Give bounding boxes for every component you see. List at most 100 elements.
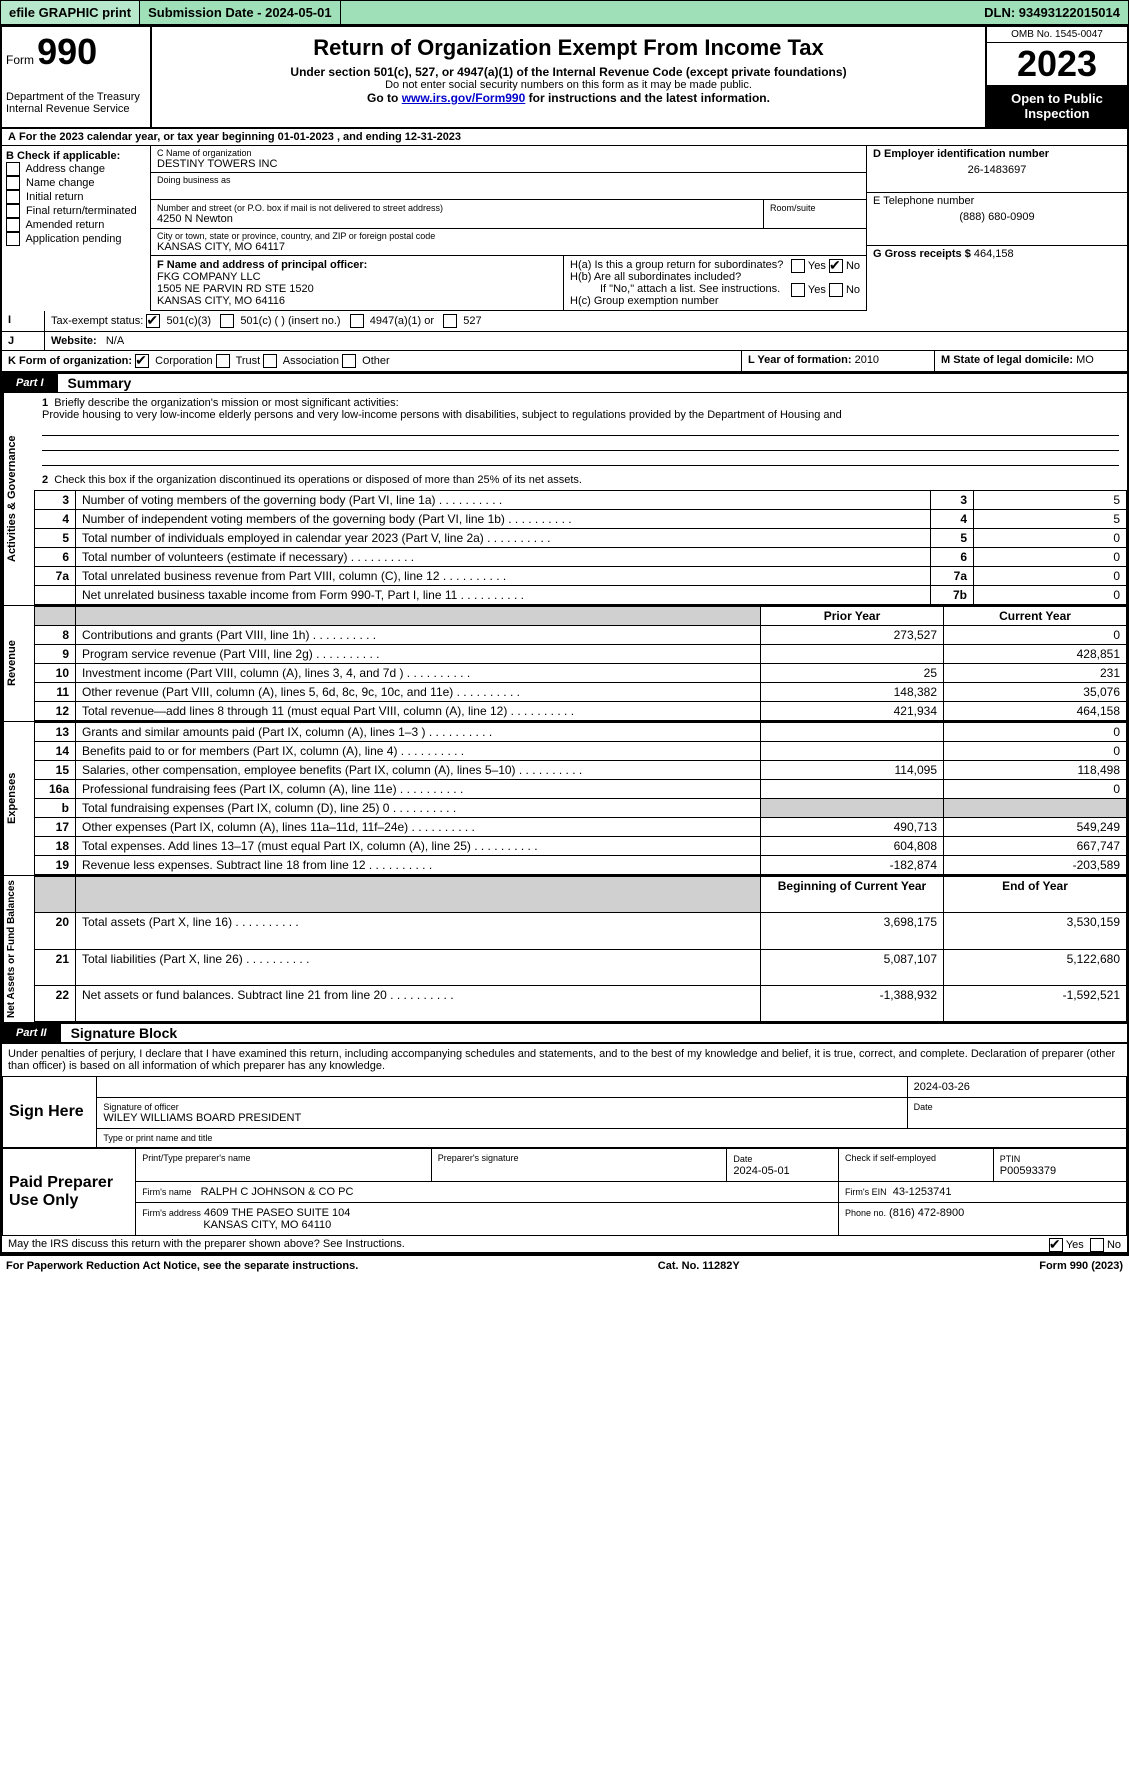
527-check[interactable] [443,314,457,328]
table-row: Net unrelated business taxable income fr… [35,586,1127,605]
side-activities: Activities & Governance [2,393,34,605]
part1-tab: Part I [2,374,58,392]
boxb-item[interactable]: Final return/terminated [6,204,146,218]
boxb-item[interactable]: Name change [6,176,146,190]
domicile-label: M State of legal domicile: [941,354,1073,366]
l1-label: Briefly describe the organization's miss… [54,397,398,409]
street-label: Number and street (or P.O. box if mail i… [157,203,757,213]
revenue-block: Revenue Prior YearCurrent Year8Contribut… [2,605,1127,721]
penalty-text: Under penalties of perjury, I declare th… [2,1043,1127,1076]
row-i: I Tax-exempt status: 501(c)(3) 501(c) ( … [2,311,1127,332]
501c3-check[interactable] [146,314,160,328]
table-row: 18Total expenses. Add lines 13–17 (must … [35,837,1127,856]
officer-name-sig: WILEY WILLIAMS BOARD PRESIDENT [103,1112,900,1124]
hb-yes[interactable] [791,283,805,297]
boxb-item[interactable]: Amended return [6,218,146,232]
prep-date: 2024-05-01 [733,1165,789,1177]
city: KANSAS CITY, MO 64117 [157,241,860,253]
side-netassets: Net Assets or Fund Balances [2,876,34,1022]
governance-table: 3Number of voting members of the governi… [34,490,1127,605]
revenue-table: Prior YearCurrent Year8Contributions and… [34,606,1127,721]
self-emp: Check if self-employed [845,1153,936,1163]
room-suite: Room/suite [764,200,866,228]
table-row: 17Other expenses (Part IX, column (A), l… [35,818,1127,837]
table-row: 10Investment income (Part VIII, column (… [35,664,1127,683]
table-row: 21Total liabilities (Part X, line 26)5,0… [35,949,1127,985]
box-b: B Check if applicable: Address change Na… [2,146,151,311]
page-footer: For Paperwork Reduction Act Notice, see … [0,1254,1129,1276]
tax-exempt-label: Tax-exempt status: [51,315,143,327]
year-form-value: 2010 [855,354,879,366]
discuss-no[interactable] [1090,1238,1104,1252]
discuss-row: May the IRS discuss this return with the… [2,1236,1127,1252]
dba-label: Doing business as [157,175,860,185]
domicile-value: MO [1076,354,1094,366]
table-row: 3Number of voting members of the governi… [35,491,1127,510]
sig-officer-label: Signature of officer [103,1102,900,1112]
4947-check[interactable] [350,314,364,328]
l2-text: Check this box if the organization disco… [54,474,582,486]
part2-tab: Part II [2,1024,61,1042]
officer-date: 2024-03-26 [907,1077,1126,1098]
officer-addr2: KANSAS CITY, MO 64116 [157,295,557,307]
row-klm: K Form of organization: Corporation Trus… [2,351,1127,372]
website-value: N/A [106,335,124,347]
form-org-label: K Form of organization: [8,355,132,367]
prep-sig-label: Preparer's signature [431,1149,727,1182]
preparer-block: Paid Preparer Use Only Print/Type prepar… [2,1148,1127,1236]
ssn-warning: Do not enter social security numbers on … [156,79,981,91]
boxb-item[interactable]: Application pending [6,232,146,246]
501c-check[interactable] [220,314,234,328]
dln: DLN: 93493122015014 [976,1,1128,24]
irs-link[interactable]: www.irs.gov/Form990 [402,91,526,105]
officer-addr1: 1505 NE PARVIN RD STE 1520 [157,283,557,295]
line-a: A For the 2023 calendar year, or tax yea… [2,129,1127,146]
form-number: 990 [37,31,97,72]
firm-addr1: 4609 THE PASEO SUITE 104 [204,1207,350,1219]
ha-label: H(a) Is this a group return for subordin… [570,259,860,271]
corp-check[interactable] [135,354,149,368]
signature-block: Sign Here 2024-03-26 Signature of office… [2,1076,1127,1148]
boxb-item[interactable]: Initial return [6,190,146,204]
type-name-label: Type or print name and title [97,1129,1127,1148]
form-title: Return of Organization Exempt From Incom… [156,35,981,61]
efile-label[interactable]: efile GRAPHIC print [1,1,140,24]
assoc-check[interactable] [263,354,277,368]
netassets-table: Beginning of Current YearEnd of Year20To… [34,876,1127,1022]
ha-yes[interactable] [791,259,805,273]
prep-name-label: Print/Type preparer's name [136,1149,432,1182]
footer-left: For Paperwork Reduction Act Notice, see … [6,1260,358,1272]
line1: 1 Briefly describe the organization's mi… [34,393,1127,470]
footer-right: Form 990 (2023) [1039,1260,1123,1272]
line2: 2 Check this box if the organization dis… [34,470,1127,490]
trust-check[interactable] [216,354,230,368]
boxb-item[interactable]: Address change [6,162,146,176]
omb-number: OMB No. 1545-0047 [987,27,1127,43]
part2-title: Signature Block [61,1025,178,1041]
netassets-block: Net Assets or Fund Balances Beginning of… [2,875,1127,1022]
firm-name: RALPH C JOHNSON & CO PC [201,1186,354,1198]
dept-treasury: Department of the Treasury Internal Reve… [6,91,146,115]
hb-no[interactable] [829,283,843,297]
firm-phone: (816) 472-8900 [889,1207,964,1219]
table-row: bTotal fundraising expenses (Part IX, co… [35,799,1127,818]
part2-header: Part II Signature Block [2,1022,1127,1043]
table-header-row: Prior YearCurrent Year [35,607,1127,626]
table-row: 15Salaries, other compensation, employee… [35,761,1127,780]
table-row: 4Number of independent voting members of… [35,510,1127,529]
website-label: Website: [51,335,97,347]
table-header-row: Beginning of Current YearEnd of Year [35,877,1127,913]
other-check[interactable] [342,354,356,368]
gross-receipts: 464,158 [974,248,1014,260]
discuss-yes[interactable] [1049,1238,1063,1252]
line-a-text: For the 2023 calendar year, or tax year … [19,131,461,143]
footer-mid: Cat. No. 11282Y [658,1260,740,1272]
l1-text: Provide housing to very low-income elder… [42,409,842,421]
box-c-label: C Name of organization [157,148,860,158]
part1-title: Summary [58,375,132,391]
summary-block: Activities & Governance 1 Briefly descri… [2,393,1127,605]
street: 4250 N Newton [157,213,757,225]
year-form-label: L Year of formation: [748,354,852,366]
ha-no[interactable] [829,259,843,273]
row-j: J Website: N/A [2,332,1127,351]
